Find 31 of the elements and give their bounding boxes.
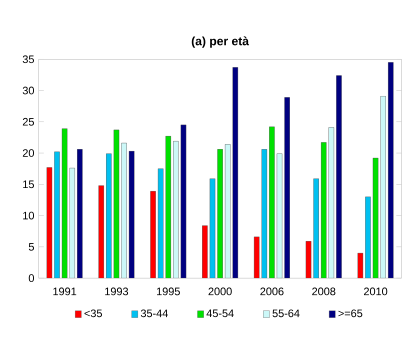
bar: [77, 149, 83, 278]
x-tick-label: 2006: [260, 288, 284, 296]
x-tick-label: 2008: [312, 288, 336, 296]
y-tick-label: 15: [23, 180, 34, 188]
bar: [232, 67, 238, 278]
x-tick-label: 1991: [53, 288, 76, 296]
legend-label: 35-44: [140, 310, 168, 318]
y-tick-label: 0: [28, 274, 34, 282]
legend-label: 45-54: [206, 310, 234, 318]
legend-label: <35: [84, 310, 102, 318]
y-tick-label: 5: [28, 243, 34, 251]
bar: [380, 96, 386, 278]
y-tick-label: 30: [22, 86, 34, 95]
chart-title: (a) per età: [192, 36, 250, 48]
x-tick-label: 1995: [156, 288, 180, 296]
bar: [54, 152, 60, 278]
y-tick-label: 25: [22, 118, 34, 126]
legend-label: 55-64: [272, 310, 300, 318]
x-tick-label: 2000: [208, 288, 232, 296]
bar: [210, 178, 216, 278]
bar: [98, 186, 104, 278]
legend-label: >=65: [338, 310, 362, 318]
y-tick-label: 10: [23, 212, 34, 220]
bar: [254, 236, 260, 278]
y-tick-label: 20: [22, 149, 34, 158]
bar: [388, 62, 394, 278]
bar: [224, 144, 230, 278]
y-tick-label: 35: [22, 56, 34, 64]
bar: [69, 168, 76, 278]
x-tick-label: 2010: [364, 288, 388, 296]
x-tick-label: 1993: [105, 288, 128, 296]
